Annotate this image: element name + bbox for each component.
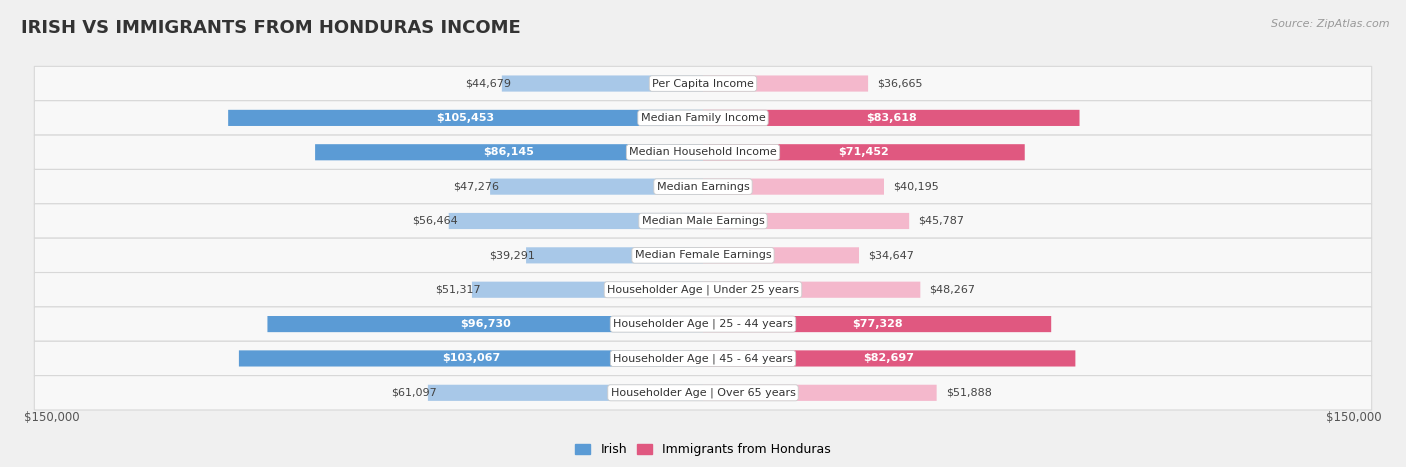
- FancyBboxPatch shape: [34, 135, 1372, 170]
- FancyBboxPatch shape: [239, 350, 703, 367]
- Text: $150,000: $150,000: [24, 411, 80, 424]
- FancyBboxPatch shape: [449, 213, 703, 229]
- Text: $47,276: $47,276: [453, 182, 499, 191]
- Text: Householder Age | 45 - 64 years: Householder Age | 45 - 64 years: [613, 353, 793, 364]
- Text: $61,097: $61,097: [391, 388, 437, 398]
- Text: $77,328: $77,328: [852, 319, 903, 329]
- Text: Source: ZipAtlas.com: Source: ZipAtlas.com: [1271, 19, 1389, 28]
- Text: $103,067: $103,067: [441, 354, 501, 363]
- Text: $96,730: $96,730: [460, 319, 510, 329]
- FancyBboxPatch shape: [703, 110, 1080, 126]
- Text: $39,291: $39,291: [489, 250, 536, 260]
- FancyBboxPatch shape: [703, 248, 859, 263]
- FancyBboxPatch shape: [491, 178, 703, 195]
- FancyBboxPatch shape: [703, 316, 1052, 332]
- FancyBboxPatch shape: [34, 66, 1372, 101]
- Text: $34,647: $34,647: [868, 250, 914, 260]
- Text: Median Family Income: Median Family Income: [641, 113, 765, 123]
- FancyBboxPatch shape: [472, 282, 703, 298]
- FancyBboxPatch shape: [526, 248, 703, 263]
- Text: Median Male Earnings: Median Male Earnings: [641, 216, 765, 226]
- FancyBboxPatch shape: [34, 238, 1372, 273]
- Text: $51,317: $51,317: [436, 285, 481, 295]
- Text: Median Household Income: Median Household Income: [628, 147, 778, 157]
- Text: $40,195: $40,195: [893, 182, 939, 191]
- Text: Householder Age | Over 65 years: Householder Age | Over 65 years: [610, 388, 796, 398]
- Text: Median Earnings: Median Earnings: [657, 182, 749, 191]
- FancyBboxPatch shape: [34, 307, 1372, 341]
- Text: $44,679: $44,679: [465, 78, 510, 89]
- FancyBboxPatch shape: [315, 144, 703, 160]
- Text: $56,464: $56,464: [412, 216, 458, 226]
- Text: IRISH VS IMMIGRANTS FROM HONDURAS INCOME: IRISH VS IMMIGRANTS FROM HONDURAS INCOME: [21, 19, 520, 37]
- Text: $150,000: $150,000: [1326, 411, 1382, 424]
- FancyBboxPatch shape: [703, 178, 884, 195]
- Text: $83,618: $83,618: [866, 113, 917, 123]
- Text: $48,267: $48,267: [929, 285, 976, 295]
- FancyBboxPatch shape: [427, 385, 703, 401]
- Text: $71,452: $71,452: [838, 147, 889, 157]
- Text: Per Capita Income: Per Capita Income: [652, 78, 754, 89]
- FancyBboxPatch shape: [34, 101, 1372, 135]
- Text: $51,888: $51,888: [946, 388, 991, 398]
- FancyBboxPatch shape: [703, 144, 1025, 160]
- FancyBboxPatch shape: [228, 110, 703, 126]
- Text: $45,787: $45,787: [918, 216, 965, 226]
- FancyBboxPatch shape: [703, 76, 868, 92]
- FancyBboxPatch shape: [703, 213, 910, 229]
- Text: $105,453: $105,453: [436, 113, 495, 123]
- FancyBboxPatch shape: [34, 204, 1372, 238]
- Text: $82,697: $82,697: [863, 354, 915, 363]
- Legend: Irish, Immigrants from Honduras: Irish, Immigrants from Honduras: [571, 439, 835, 461]
- Text: Median Female Earnings: Median Female Earnings: [634, 250, 772, 260]
- FancyBboxPatch shape: [502, 76, 703, 92]
- Text: $86,145: $86,145: [484, 147, 534, 157]
- FancyBboxPatch shape: [34, 170, 1372, 204]
- Text: $36,665: $36,665: [877, 78, 922, 89]
- FancyBboxPatch shape: [703, 385, 936, 401]
- FancyBboxPatch shape: [267, 316, 703, 332]
- FancyBboxPatch shape: [34, 341, 1372, 375]
- Text: Householder Age | 25 - 44 years: Householder Age | 25 - 44 years: [613, 319, 793, 329]
- FancyBboxPatch shape: [703, 350, 1076, 367]
- FancyBboxPatch shape: [703, 282, 921, 298]
- FancyBboxPatch shape: [34, 375, 1372, 410]
- FancyBboxPatch shape: [34, 273, 1372, 307]
- Text: Householder Age | Under 25 years: Householder Age | Under 25 years: [607, 284, 799, 295]
